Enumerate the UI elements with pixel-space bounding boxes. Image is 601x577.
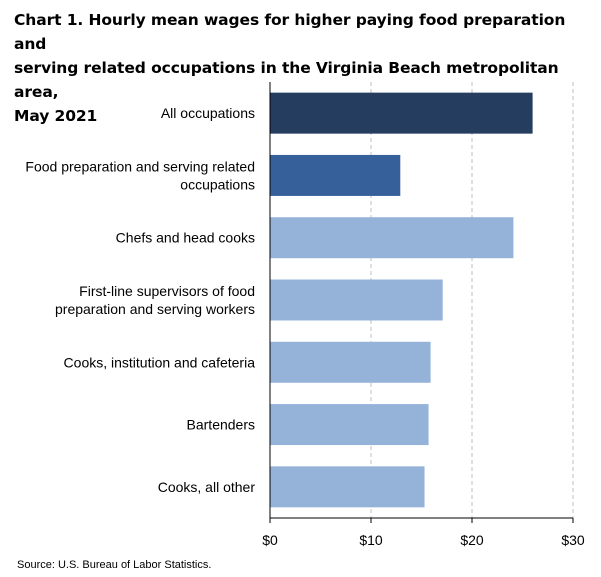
bar xyxy=(270,279,443,321)
category-label: preparation and serving workers xyxy=(55,301,255,317)
category-label: Food preparation and serving related xyxy=(25,158,255,174)
bar xyxy=(270,404,429,446)
x-tick-label: $0 xyxy=(262,532,278,548)
bar xyxy=(270,154,401,196)
bar xyxy=(270,341,431,383)
chart-title-line: Chart 1. Hourly mean wages for higher pa… xyxy=(14,11,566,53)
bar xyxy=(270,217,514,259)
category-label: First-line supervisors of food xyxy=(79,283,255,299)
x-tick-label: $10 xyxy=(359,532,383,548)
category-label: Bartenders xyxy=(187,417,255,433)
category-label: Chefs and head cooks xyxy=(116,230,255,246)
chart-title-line: May 2021 xyxy=(14,107,98,125)
x-tick-label: $30 xyxy=(561,532,585,548)
source-note: Source: U.S. Bureau of Labor Statistics. xyxy=(17,559,212,571)
bar xyxy=(270,466,425,508)
bar xyxy=(270,92,533,134)
chart-title-line: serving related occupations in the Virgi… xyxy=(14,59,559,101)
category-label: Cooks, institution and cafeteria xyxy=(64,354,256,370)
category-label: occupations xyxy=(180,176,255,192)
category-label: All occupations xyxy=(161,105,255,121)
category-label: Cooks, all other xyxy=(158,479,256,495)
x-tick-label: $20 xyxy=(460,532,484,548)
chart-title: Chart 1. Hourly mean wages for higher pa… xyxy=(14,8,594,128)
